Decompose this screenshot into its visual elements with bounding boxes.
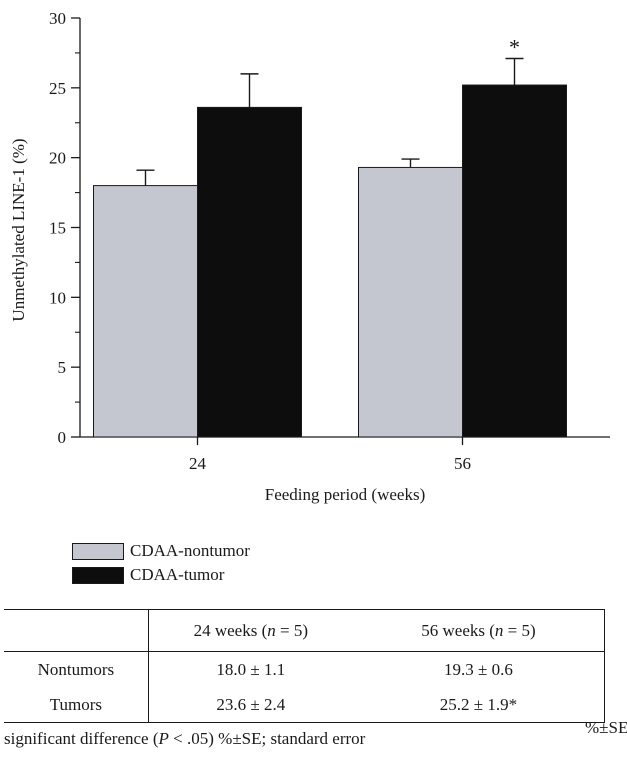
y-axis-label: Unmethylated LINE-1 (%) [9,138,28,321]
summary-table: 24 weeks (n = 5) 56 weeks (n = 5) Nontum… [4,609,605,723]
table-header-cell: 24 weeks (n = 5) [148,609,353,652]
x-axis-label: Feeding period (weeks) [265,485,426,504]
table-header-row: 24 weeks (n = 5) 56 weeks (n = 5) [4,609,605,652]
bar-chart: 0 5 10 15 20 25 30 24 56 * Unmethylated LINE-1 … [9,9,610,504]
table-cell: Tumors [4,687,149,723]
table-cell: 18.0 ± 1.1 [216,659,286,679]
y-tick-label: 15 [49,219,66,238]
x-tick-label: 24 [189,454,207,473]
legend-label-tumor: CDAA-tumor [130,565,225,584]
legend-item-nontumor: CDAA-nontumor [72,539,250,563]
footnote: significant difference (P < .05) %±SE; s… [4,729,366,748]
y-tick-label: 20 [49,149,66,168]
bar [93,185,198,438]
bars: * [93,35,567,438]
bar [462,84,567,438]
legend-swatch-tumor [72,566,124,584]
table-cell: 25.2 ± 1.9* [352,687,605,723]
table-row: Nontumors 18.0 ± 1.1 19.3 ± 0.6 [4,651,605,687]
legend-item-tumor: CDAA-tumor [72,563,250,587]
bar [197,106,302,438]
table-cell: 23.6 ± 2.4 [216,694,286,714]
x-axis: 24 56 [80,436,610,473]
table-cell: 19.3 ± 0.6 [352,651,605,687]
legend-label-nontumor: CDAA-nontumor [130,541,250,560]
y-tick-label: 0 [58,428,67,447]
table-row: Tumors 23.6 ± 2.4 25.2 ± 1.9* [4,687,605,723]
table-cell: Nontumors [4,651,149,687]
y-tick-label: 25 [49,79,66,98]
significance-marker: * [509,35,520,60]
footnote-right: %±SE [585,718,627,737]
x-tick-label: 56 [454,454,471,473]
y-tick-label: 5 [58,358,67,377]
y-tick-label: 30 [49,9,66,28]
y-axis: 0 5 10 15 20 25 30 [49,9,81,447]
y-tick-label: 10 [49,288,66,307]
bar [358,166,463,438]
legend: CDAA-nontumor CDAA-tumor [72,539,250,587]
table-header-cell [4,609,149,652]
legend-swatch-nontumor [72,542,124,560]
table-header-cell: 56 weeks (n = 5) [352,609,605,652]
